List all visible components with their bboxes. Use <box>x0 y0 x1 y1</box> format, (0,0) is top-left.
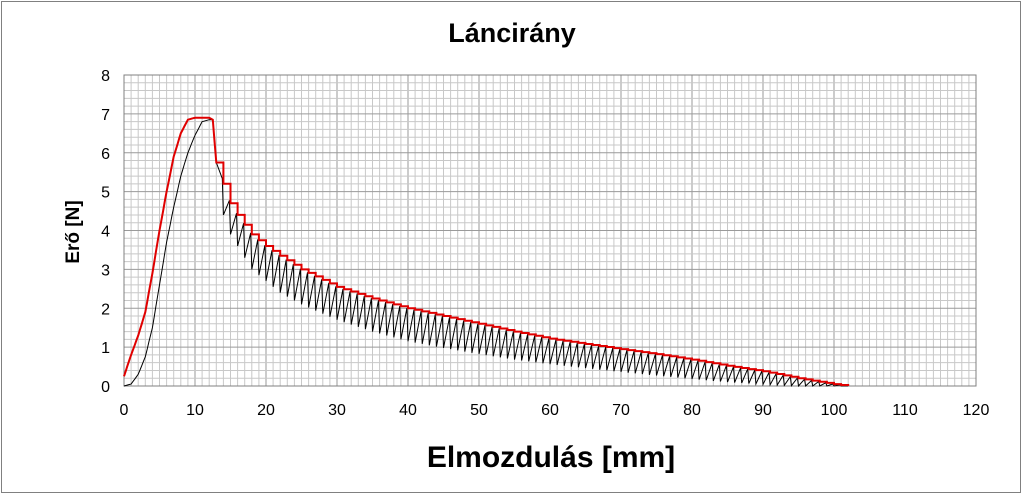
x-tick-label: 50 <box>470 402 488 419</box>
plot-area-border <box>123 74 977 387</box>
x-tick-label: 70 <box>612 402 630 419</box>
x-tick-label: 100 <box>821 402 848 419</box>
tick-labels: 0 10 20 30 40 50 60 70 80 90 100 110 120 0 1 2 3 4 5 6 7 8 <box>101 68 989 419</box>
x-tick-label: 110 <box>892 402 918 419</box>
y-tick-label: 0 <box>101 379 110 396</box>
x-tick-label: 10 <box>186 402 204 419</box>
y-tick-label: 1 <box>101 340 110 357</box>
y-tick-label: 5 <box>101 185 110 202</box>
x-tick-label: 20 <box>257 402 275 419</box>
y-tick-label: 2 <box>101 301 110 318</box>
y-tick-label: 6 <box>101 146 110 163</box>
x-tick-label: 60 <box>541 402 559 419</box>
x-tick-label: 80 <box>683 402 701 419</box>
x-tick-label: 30 <box>328 402 346 419</box>
x-tick-label: 90 <box>754 402 772 419</box>
series-line-oscillating <box>123 119 849 388</box>
y-axis-title: Erő [N] <box>63 200 84 263</box>
y-tick-label: 8 <box>101 68 110 85</box>
x-tick-label: 0 <box>120 402 129 419</box>
x-axis-title: Elmozdulás [mm] <box>427 441 675 474</box>
series-line-envelope <box>123 116 850 386</box>
y-tick-label: 7 <box>101 107 110 124</box>
series-layer <box>123 116 850 388</box>
chart-title: Láncirány <box>448 18 576 48</box>
x-tick-label: 40 <box>399 402 417 419</box>
x-tick-label: 120 <box>963 402 990 419</box>
y-tick-label: 4 <box>101 224 110 241</box>
y-tick-label: 3 <box>101 262 110 279</box>
